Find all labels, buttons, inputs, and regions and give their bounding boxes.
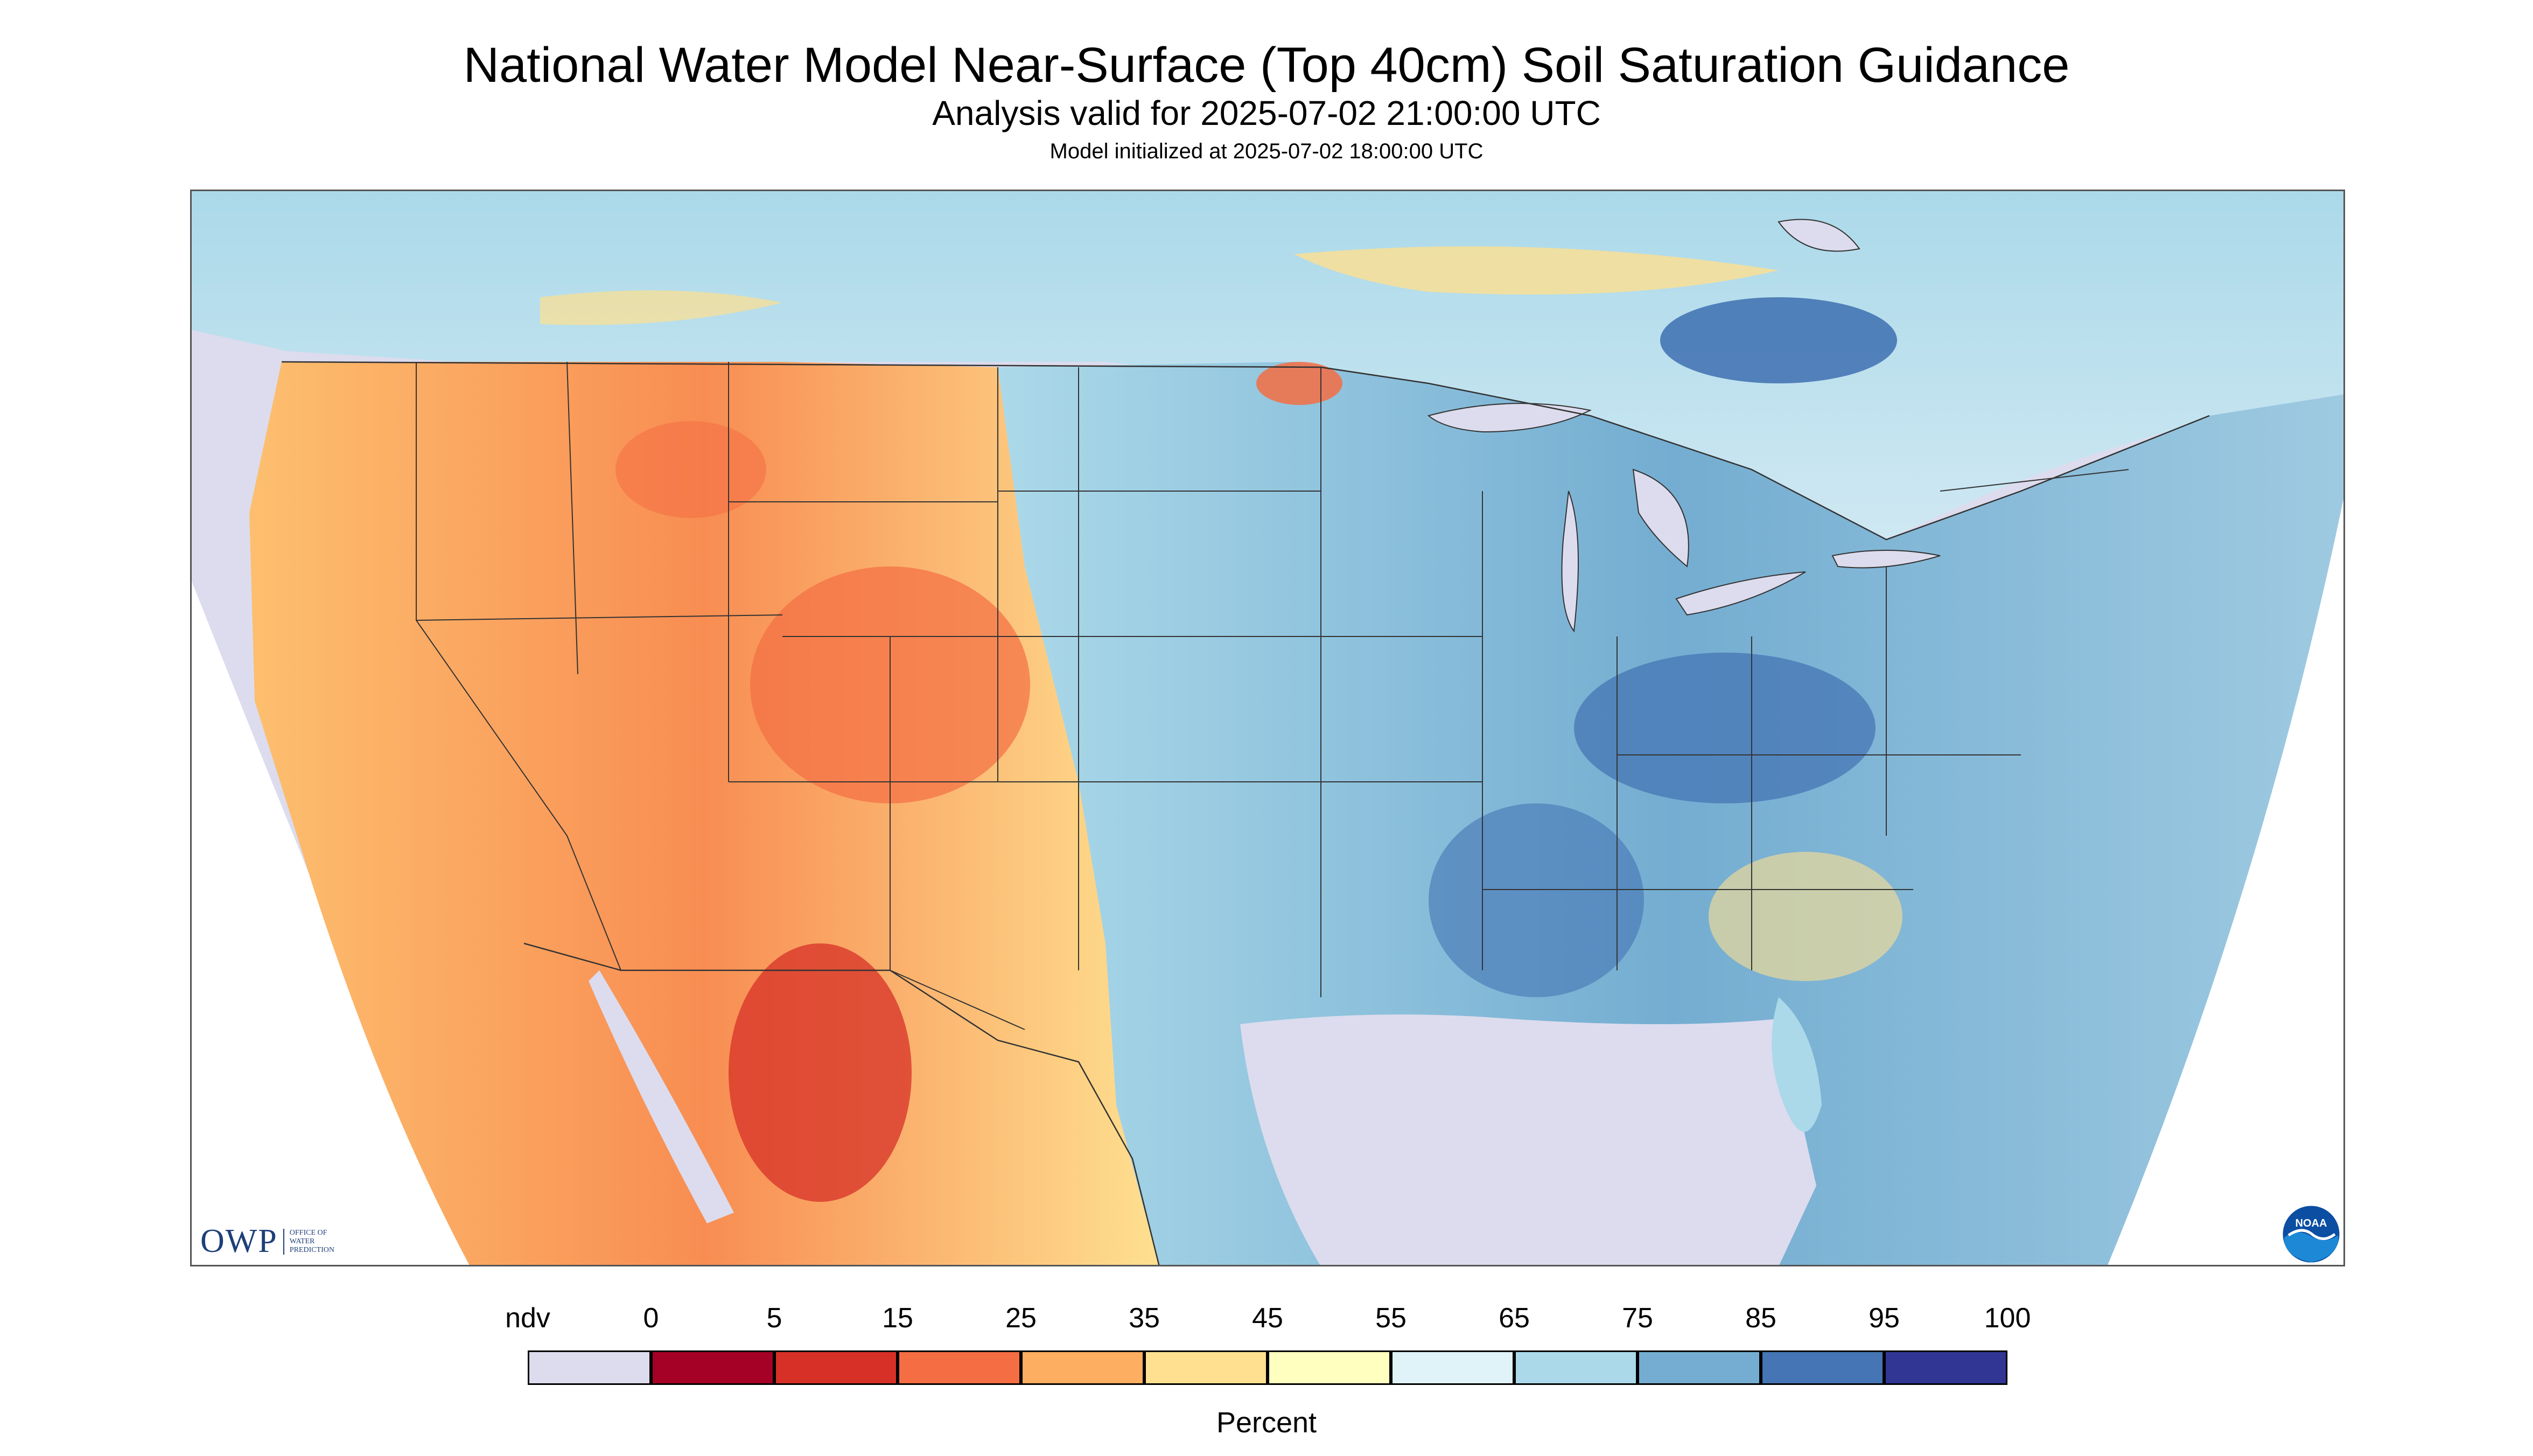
canada-dry-patch bbox=[540, 290, 782, 325]
hudson-bay-edge bbox=[1778, 219, 1860, 252]
svg-text:NOAA: NOAA bbox=[2296, 1217, 2327, 1229]
legend-break-label: 75 bbox=[1622, 1303, 1653, 1334]
legend-break-label: 15 bbox=[882, 1303, 913, 1334]
model-init-text: Model initialized at 2025-07-02 18:00:00… bbox=[1049, 139, 1484, 163]
canada-wet-patch bbox=[1660, 297, 1897, 383]
lake-ontario bbox=[1831, 550, 1941, 569]
gulf-of-mexico bbox=[1240, 1014, 1816, 1266]
legend-break-label: 55 bbox=[1375, 1303, 1407, 1334]
legend-break-label: 0 bbox=[643, 1303, 659, 1334]
southeast-dry-patch bbox=[1709, 852, 1902, 981]
legend-label-ndv: ndv bbox=[505, 1303, 550, 1334]
map-title: National Water Model Near-Surface (Top 4… bbox=[463, 38, 2070, 93]
lake-erie bbox=[1675, 571, 1806, 616]
lake-superior bbox=[1427, 403, 1592, 433]
legend-box-10 bbox=[1884, 1350, 2007, 1385]
us-mexico-border bbox=[523, 942, 1160, 1266]
legend-break-label: 100 bbox=[1984, 1303, 2031, 1334]
legend-break-label: 25 bbox=[1005, 1303, 1037, 1334]
legend-break-label: 95 bbox=[1869, 1303, 1900, 1334]
lake-huron bbox=[1632, 468, 1689, 568]
legend-break-label: 5 bbox=[766, 1303, 782, 1334]
legend-box-6 bbox=[1391, 1350, 1514, 1385]
legend-box-1 bbox=[774, 1350, 898, 1385]
canada-dry-band bbox=[1294, 246, 1779, 295]
mexico-dry-core bbox=[729, 943, 912, 1202]
legend-box-ndv bbox=[528, 1350, 651, 1385]
legend-title: Percent bbox=[1216, 1406, 1317, 1439]
lake-michigan bbox=[1561, 491, 1579, 633]
legend-box-4 bbox=[1144, 1350, 1268, 1385]
montana-dry-patch bbox=[615, 421, 766, 518]
legend-box-7 bbox=[1514, 1350, 1638, 1385]
owp-logo: OWP OFFICE OF WATER PREDICTION bbox=[200, 1222, 334, 1261]
soil-saturation-map bbox=[190, 190, 2345, 1266]
gulf-of-california bbox=[589, 970, 734, 1223]
legend-break-label: 45 bbox=[1252, 1303, 1283, 1334]
legend-break-label: 35 bbox=[1129, 1303, 1160, 1334]
legend-box-8 bbox=[1638, 1350, 1761, 1385]
legend-box-5 bbox=[1268, 1350, 1391, 1385]
us-canada-border bbox=[281, 361, 2210, 541]
noaa-logo-icon: NOAA bbox=[2281, 1204, 2341, 1264]
legend-box-9 bbox=[1761, 1350, 1884, 1385]
legend-box-3 bbox=[1021, 1350, 1144, 1385]
owp-logo-subtext: OFFICE OF WATER PREDICTION bbox=[283, 1228, 334, 1255]
legend-break-label: 65 bbox=[1499, 1303, 1530, 1334]
map-border bbox=[190, 190, 2345, 1266]
legend-box-0 bbox=[651, 1350, 774, 1385]
legend-box-2 bbox=[898, 1350, 1021, 1385]
valid-time-subtitle: Analysis valid for 2025-07-02 21:00:00 U… bbox=[932, 94, 1601, 132]
ohio-valley-wet bbox=[1574, 653, 1876, 803]
owp-logo-text: OWP bbox=[200, 1223, 278, 1259]
legend-break-label: 85 bbox=[1745, 1303, 1776, 1334]
florida-peninsula bbox=[1772, 997, 1822, 1132]
mississippi-wet bbox=[1429, 803, 1644, 997]
